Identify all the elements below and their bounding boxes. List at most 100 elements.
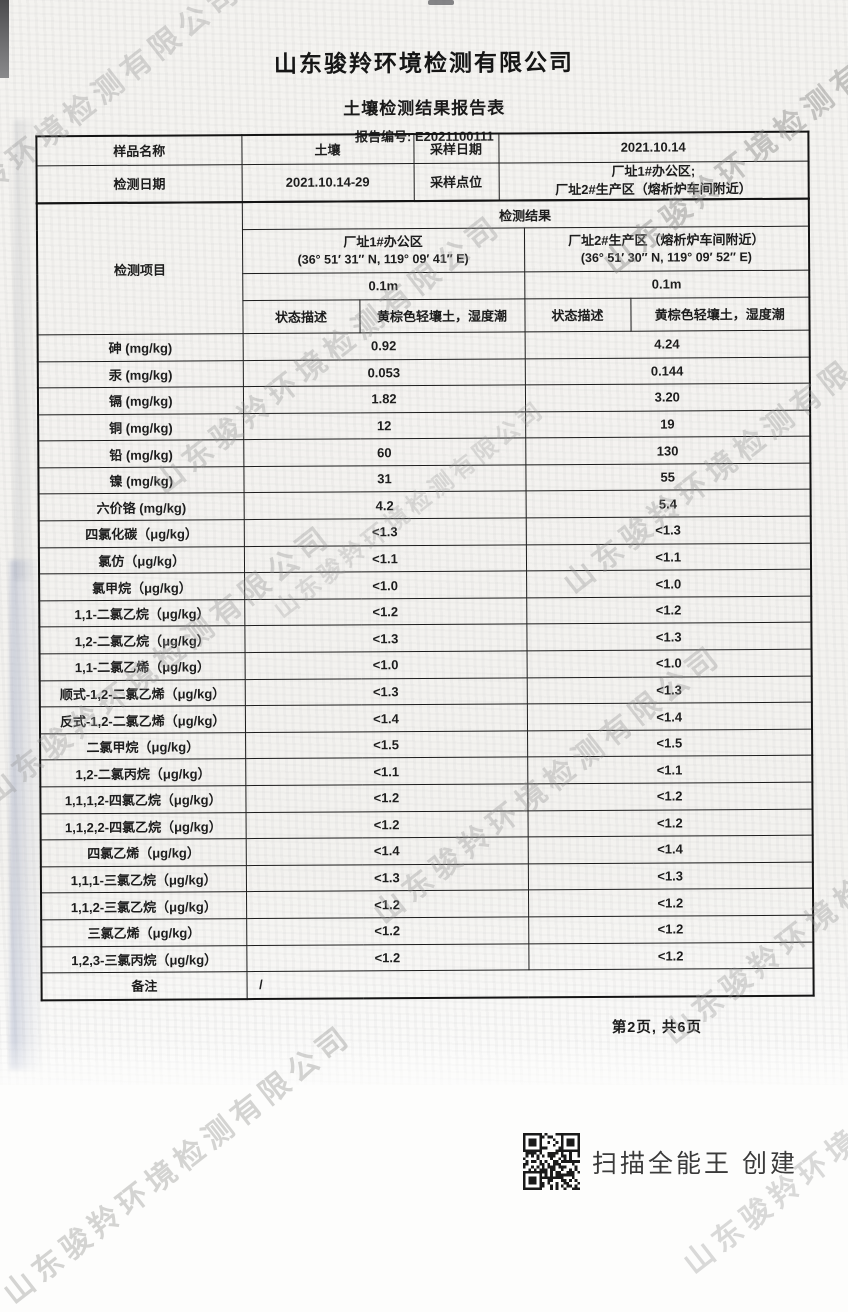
site1-value: <1.2 bbox=[245, 810, 528, 839]
param-name: 氯仿（μg/kg） bbox=[38, 546, 245, 575]
report-title: 土壤检测结果报告表 bbox=[343, 98, 506, 119]
sample-info-table: 样品名称 土壤 采样日期 2021.10.14 检测日期 2021.10.14-… bbox=[35, 130, 810, 205]
site1-name: 厂址1#办公区 bbox=[343, 234, 423, 250]
site1-state-value: 黄棕色轻壤土，湿度潮 bbox=[359, 298, 525, 333]
param-name: 1,1-二氯乙烷（μg/kg） bbox=[39, 599, 245, 628]
site1-value: <1.3 bbox=[243, 517, 526, 547]
site1-header: 厂址1#办公区 (36° 51′ 31″ N, 119° 09′ 41″ E) bbox=[241, 227, 525, 274]
site1-value: <1.2 bbox=[245, 783, 528, 813]
site2-state-value: 黄棕色轻壤土，湿度潮 bbox=[630, 297, 810, 332]
sampling-date-value: 2021.10.14 bbox=[498, 131, 809, 163]
param-name: 1,1,2-三氯乙烷（μg/kg） bbox=[41, 891, 247, 920]
company-name: 山东骏羚环境检测有限公司 bbox=[273, 49, 575, 77]
test-date-label: 检测日期 bbox=[36, 164, 242, 204]
site2-header: 厂址2#生产区（熔析炉车间附近） (36° 51′ 30″ N, 119° 09… bbox=[523, 226, 810, 272]
param-name: 1,2,3-三氯丙烷（μg/kg） bbox=[41, 945, 247, 974]
site2-state-label: 状态描述 bbox=[524, 298, 631, 332]
site2-value: 4.24 bbox=[524, 330, 810, 359]
site1-value: <1.3 bbox=[244, 677, 527, 706]
param-name: 镍 (mg/kg) bbox=[38, 466, 244, 495]
site2-value: <1.2 bbox=[527, 782, 813, 811]
site1-coords: (36° 51′ 31″ N, 119° 09′ 41″ E) bbox=[297, 251, 469, 267]
site1-value: <1.0 bbox=[244, 650, 527, 680]
param-name: 顺式-1,2-二氯乙烯（μg/kg） bbox=[39, 679, 245, 708]
remark-label: 备注 bbox=[41, 971, 247, 1001]
site2-value: <1.3 bbox=[527, 861, 814, 891]
site1-value: 0.053 bbox=[242, 358, 525, 387]
site2-value: <1.5 bbox=[527, 728, 813, 758]
report-document: 山东骏羚环境检测有限公司 土壤检测结果报告表 报告编号: E2021100111… bbox=[0, 0, 848, 1002]
site2-value: 19 bbox=[525, 409, 811, 439]
site1-value: 4.2 bbox=[243, 491, 526, 520]
site1-value: 1.82 bbox=[242, 384, 526, 414]
param-name: 四氯化碳（μg/kg） bbox=[38, 519, 244, 548]
site1-value: <1.2 bbox=[244, 597, 527, 627]
param-name: 六价铬 (mg/kg) bbox=[38, 493, 244, 521]
param-name: 1,1-二氯乙烯（μg/kg） bbox=[39, 652, 245, 681]
sampling-site-line1: 厂址1#办公区; bbox=[611, 163, 696, 180]
param-name: 铅 (mg/kg) bbox=[38, 439, 244, 468]
site2-value: <1.3 bbox=[526, 622, 812, 651]
results-table: 检测项目 检测结果 厂址1#办公区 (36° 51′ 31″ N, 119° 0… bbox=[35, 198, 815, 1002]
scanner-app-note: 扫描全能王 创建 bbox=[592, 1149, 798, 1178]
scan-edge-artifact bbox=[428, 0, 454, 5]
site2-value: <1.1 bbox=[525, 542, 812, 572]
site1-value: <1.2 bbox=[246, 916, 529, 946]
param-name: 氯甲烷（μg/kg） bbox=[39, 572, 245, 601]
sample-name-value: 土壤 bbox=[241, 134, 414, 165]
site1-value: <1.3 bbox=[244, 624, 527, 653]
test-items-header: 检测项目 bbox=[36, 202, 243, 335]
site2-value: <1.4 bbox=[527, 835, 813, 864]
site1-value: 31 bbox=[243, 464, 526, 494]
sampling-site-value: 厂址1#办公区; 厂址2#生产区（熔析炉车间附近） bbox=[498, 160, 809, 201]
site2-value: 3.20 bbox=[524, 383, 811, 412]
param-name: 1,1,1-三氯乙烷（μg/kg） bbox=[40, 865, 247, 894]
site2-value: 55 bbox=[525, 463, 811, 492]
site2-value: 0.144 bbox=[524, 356, 810, 385]
site1-value: 60 bbox=[243, 438, 526, 467]
remark-value: / bbox=[246, 968, 814, 999]
site1-value: <1.2 bbox=[246, 943, 529, 972]
param-name: 四氯乙烯（μg/kg） bbox=[40, 838, 246, 867]
sample-name-label: 样品名称 bbox=[36, 135, 242, 166]
param-name: 二氯甲烷（μg/kg） bbox=[40, 732, 246, 761]
param-name: 三氯乙烯（μg/kg） bbox=[41, 918, 247, 947]
param-name: 反式-1,2-二氯乙烯（μg/kg） bbox=[39, 705, 246, 734]
site2-value: <1.0 bbox=[526, 649, 812, 678]
site1-value: <1.0 bbox=[244, 571, 527, 600]
site1-depth: 0.1m bbox=[242, 271, 525, 301]
param-name: 1,1,2,2-四氯乙烷（μg/kg） bbox=[40, 812, 246, 841]
param-name: 铜 (mg/kg) bbox=[38, 413, 244, 442]
site1-value: <1.1 bbox=[243, 544, 527, 573]
page-curl-shadow bbox=[14, 120, 36, 580]
scan-edge-artifact bbox=[0, 0, 9, 78]
scanned-paper-background bbox=[0, 0, 848, 1085]
site2-value: <1.1 bbox=[527, 755, 813, 784]
sampling-site-line2: 厂址2#生产区（熔析炉车间附近） bbox=[555, 180, 752, 197]
site1-value: <1.3 bbox=[245, 863, 528, 892]
report-table: 样品名称 土壤 采样日期 2021.10.14 检测日期 2021.10.14-… bbox=[35, 130, 815, 1002]
param-name: 镉 (mg/kg) bbox=[37, 386, 244, 415]
site2-name: 厂址2#生产区（熔析炉车间附近） bbox=[568, 232, 765, 249]
paper-bottom-fade bbox=[0, 1040, 848, 1110]
site2-value: 130 bbox=[525, 436, 811, 465]
site1-value: 0.92 bbox=[242, 331, 525, 361]
site1-value: <1.1 bbox=[245, 757, 528, 786]
param-name: 1,2-二氯乙烷（μg/kg） bbox=[39, 626, 245, 654]
page-number: 第2页, 共6页 bbox=[611, 1020, 702, 1036]
site2-depth: 0.1m bbox=[524, 270, 810, 299]
site2-value: <1.2 bbox=[527, 808, 813, 838]
sampling-site-label: 采样点位 bbox=[413, 162, 499, 202]
site1-state-label: 状态描述 bbox=[242, 299, 360, 334]
site2-value: <1.2 bbox=[528, 941, 814, 971]
site1-value: <1.2 bbox=[246, 890, 529, 919]
site2-value: <1.2 bbox=[527, 888, 814, 917]
site2-value: <1.2 bbox=[528, 915, 814, 944]
site2-coords: (36° 51′ 30″ N, 119° 09′ 52″ E) bbox=[580, 249, 752, 265]
param-name: 砷 (mg/kg) bbox=[37, 333, 243, 362]
site1-value: 12 bbox=[243, 411, 526, 440]
test-date-value: 2021.10.14-29 bbox=[241, 163, 414, 203]
site2-value: <1.2 bbox=[526, 595, 812, 625]
param-name: 1,2-二氯丙烷（μg/kg） bbox=[40, 759, 246, 787]
site1-value: <1.5 bbox=[245, 730, 528, 760]
